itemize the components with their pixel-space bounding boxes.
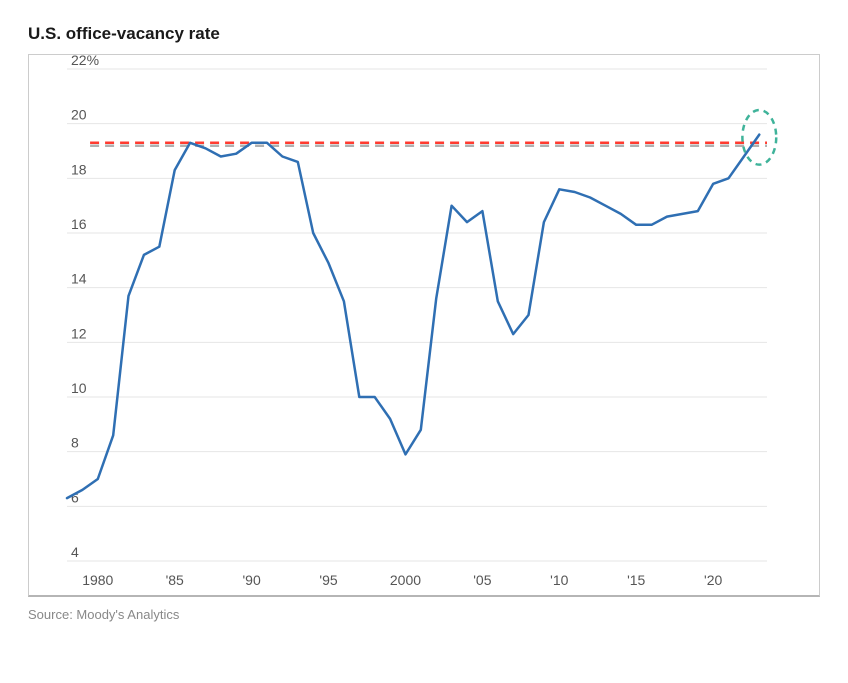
chart-svg: 46810121416182022%1980'85'90'952000'05'1… [29, 55, 789, 595]
y-tick-label: 8 [71, 435, 79, 451]
vacancy-rate-line [67, 135, 759, 499]
x-tick-label: '90 [242, 572, 260, 588]
y-tick-label: 22% [71, 55, 99, 68]
x-tick-label: '15 [627, 572, 645, 588]
x-tick-label: 1980 [82, 572, 113, 588]
y-tick-label: 16 [71, 216, 87, 232]
y-tick-label: 18 [71, 161, 87, 177]
x-tick-label: 2000 [390, 572, 421, 588]
y-tick-label: 12 [71, 325, 87, 341]
x-tick-label: '05 [473, 572, 491, 588]
x-tick-label: '10 [550, 572, 568, 588]
x-tick-label: '85 [166, 572, 184, 588]
x-tick-label: '95 [319, 572, 337, 588]
highlight-circle [742, 110, 776, 165]
y-tick-label: 10 [71, 380, 87, 396]
chart-source: Source: Moody's Analytics [28, 607, 820, 622]
y-tick-label: 4 [71, 544, 79, 560]
chart-container: 46810121416182022%1980'85'90'952000'05'1… [28, 54, 820, 597]
x-tick-label: '20 [704, 572, 722, 588]
y-tick-label: 14 [71, 271, 87, 287]
chart-title: U.S. office-vacancy rate [28, 24, 820, 44]
y-tick-label: 20 [71, 107, 87, 123]
